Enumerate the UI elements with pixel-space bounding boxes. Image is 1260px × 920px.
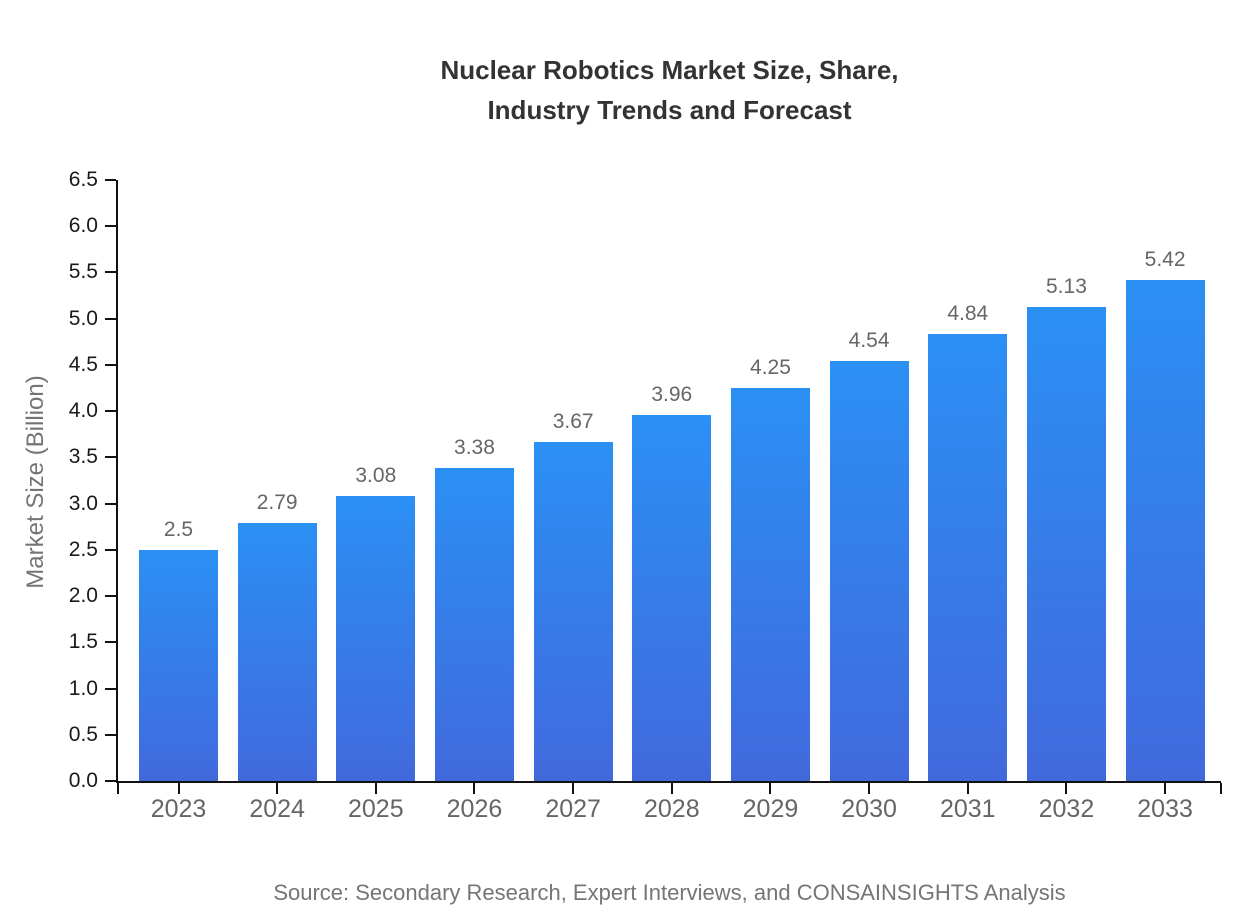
x-axis-tick [572, 783, 575, 794]
y-axis-tick [105, 733, 116, 736]
bar-value-label: 3.38 [454, 436, 495, 460]
x-axis-tick-label: 2029 [742, 795, 799, 823]
y-axis-tick-label: 5.0 [68, 306, 98, 330]
y-axis-tick [105, 595, 116, 598]
bar-2032 [1026, 306, 1106, 781]
bar-value-label: 2.79 [256, 491, 298, 515]
y-axis-tick-label: 1.5 [68, 630, 98, 654]
x-axis-tick-label: 2026 [446, 795, 503, 823]
source-note: Source: Secondary Research, Expert Inter… [273, 880, 1066, 905]
y-axis-tick-label: 4.0 [68, 399, 98, 423]
bar-value-label: 3.96 [651, 382, 693, 406]
y-axis-tick [105, 687, 116, 690]
chart-title-line-1: Nuclear Robotics Market Size, Share, [440, 55, 899, 85]
y-axis-tick [105, 225, 116, 228]
bar-2029 [730, 388, 810, 781]
x-axis-tick-label: 2033 [1137, 795, 1193, 823]
x-axis-tick-label: 2030 [841, 795, 897, 823]
bar-value-label: 5.13 [1046, 274, 1087, 298]
y-axis-tick-label: 4.5 [68, 352, 98, 376]
y-axis-tick-label: 1.0 [68, 676, 98, 700]
x-axis-edge-tick [117, 783, 119, 794]
bar-value-label: 4.25 [750, 356, 791, 380]
y-axis-line [116, 180, 118, 781]
y-axis-tick [105, 641, 116, 644]
bar-2025 [336, 496, 416, 781]
x-axis-tick [1065, 783, 1068, 794]
y-axis-tick-label: 6.5 [68, 168, 98, 191]
x-axis-edge-tick [1220, 783, 1222, 794]
x-axis-tick-label: 2024 [249, 795, 305, 823]
chart-title: Nuclear Robotics Market Size, Share, Ind… [118, 50, 1221, 130]
y-axis-tick-label: 0.5 [68, 722, 98, 746]
bar-value-label: 3.08 [355, 464, 397, 488]
y-axis-tick [105, 179, 116, 181]
x-axis-tick-label: 2032 [1038, 795, 1095, 823]
x-axis-tick-label: 2023 [150, 795, 207, 823]
bar-value-label: 3.67 [552, 409, 594, 433]
y-axis-tick-label: 3.0 [68, 491, 98, 515]
bar-value-label: 4.54 [848, 329, 890, 353]
y-axis-tick-label: 3.5 [68, 445, 98, 469]
x-axis-tick-label: 2027 [545, 795, 601, 823]
x-axis-tick [276, 783, 279, 794]
bar-value-label: 5.42 [1144, 247, 1186, 271]
x-axis-tick [769, 783, 772, 794]
bar-2028 [632, 414, 712, 781]
y-axis-tick [105, 456, 116, 459]
bar-2026 [434, 468, 514, 781]
y-axis-tick [105, 410, 116, 413]
x-axis-line [116, 781, 1221, 783]
x-axis-tick-label: 2025 [348, 795, 404, 823]
bar-2027 [533, 441, 613, 781]
y-axis-tick-label: 2.0 [68, 584, 98, 608]
y-axis-tick-label: 5.5 [68, 260, 98, 284]
plot-area: 0.0 0.5 1.0 1.5 2.0 2.5 3.0 3.5 4.0 4.5 5.0 5.5 6.0 6… [69, 169, 1222, 823]
y-axis-tick-label: 0.0 [68, 769, 98, 792]
x-axis-tick [473, 783, 476, 794]
x-axis-tick [868, 783, 871, 794]
y-axis-tick [105, 317, 116, 320]
bar-2033 [1125, 279, 1205, 781]
x-axis-tick [1164, 783, 1167, 794]
bar-2024 [237, 523, 317, 781]
y-axis-tick [105, 271, 116, 274]
y-axis-tick [105, 363, 116, 366]
chart-title-line-2: Industry Trends and Forecast [487, 95, 852, 125]
y-axis-tick [105, 780, 116, 782]
bar-value-label: 2.5 [163, 517, 194, 541]
x-axis-tick-label: 2031 [939, 795, 996, 823]
y-axis-tick-label: 2.5 [68, 537, 98, 561]
bar-2031 [928, 333, 1008, 781]
x-axis-tick [177, 783, 180, 794]
x-axis-tick [374, 783, 377, 794]
bar-2023 [139, 549, 218, 781]
y-axis-tick [105, 548, 116, 551]
y-axis-tick [105, 502, 116, 505]
x-axis-tick-label: 2028 [643, 795, 700, 823]
bar-value-label: 4.84 [947, 301, 989, 325]
y-axis-tick-label: 6.0 [68, 214, 98, 238]
bar-2030 [829, 361, 909, 781]
x-axis-tick [670, 783, 673, 794]
x-axis-tick [966, 783, 969, 794]
